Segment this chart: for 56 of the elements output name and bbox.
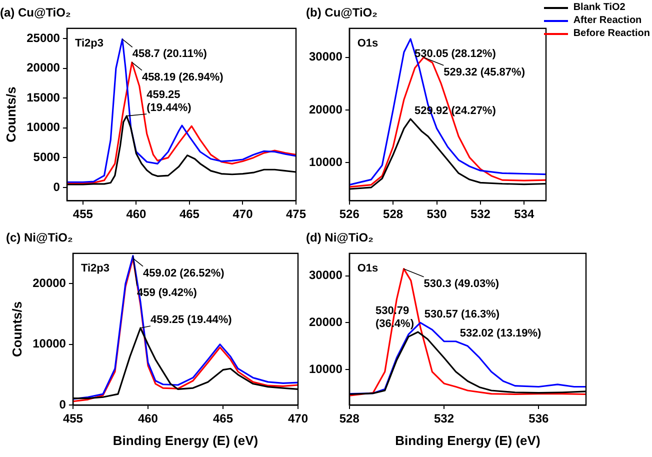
chart-title: (b) Cu@TiO₂: [306, 6, 378, 20]
y-tick-label: 5000: [33, 150, 60, 164]
x-tick-label: 530: [426, 207, 448, 222]
x-tick-label: 534: [514, 207, 534, 222]
x-axis-title: Binding Energy (E) (eV): [112, 432, 258, 448]
x-tick-label: 460: [138, 412, 158, 426]
y-tick-label: 20000: [32, 276, 66, 290]
annotation: 459.02 (26.52%): [142, 267, 225, 280]
x-tick-label: 455: [72, 207, 94, 222]
y-tick-label: 10000: [308, 362, 343, 376]
y-tick-label: 10000: [32, 336, 66, 351]
y-tick-label: 20000: [308, 314, 343, 329]
x-tick-label: 528: [383, 207, 404, 222]
annotation: 530.57 (16.3%): [424, 308, 500, 321]
chart-title: (d) Ni@TiO₂: [306, 230, 374, 245]
x-tick-label: 532: [470, 207, 491, 222]
x-tick-label: 455: [62, 412, 84, 426]
x-axis-title: Binding Energy (E) (eV): [395, 432, 540, 448]
x-tick-label: 536: [528, 412, 550, 426]
chart-title: (c) Ni@TiO₂: [6, 230, 73, 245]
annotation: 458.19 (26.94%): [142, 71, 224, 84]
annotation: 530.3 (49.03%): [424, 278, 500, 290]
annotation: 459.25 (19.44%): [150, 314, 232, 326]
y-tick-label: 20000: [26, 60, 60, 75]
x-tick-label: 475: [286, 207, 306, 222]
chart-title: (a) Cu@TiO₂: [0, 6, 71, 20]
annotation: 459.25 (19.44%): [146, 88, 192, 114]
y-tick-label: 0: [53, 180, 60, 194]
y-tick-label: 10000: [26, 120, 60, 134]
y-axis-title: Counts/s: [3, 86, 18, 142]
y-tick-label: 20000: [308, 102, 343, 116]
x-tick-label: 528: [339, 412, 360, 426]
x-tick-label: 532: [434, 412, 454, 426]
y-axis-title: Counts/s: [9, 301, 24, 358]
legend-label: Before Reaction: [573, 28, 650, 40]
x-tick-label: 470: [232, 207, 254, 222]
annotation: O1s: [357, 37, 378, 50]
y-tick-label: 30000: [308, 50, 343, 64]
x-tick-label: 460: [126, 207, 147, 222]
legend-label: After Reaction: [573, 15, 642, 27]
annotation: 458.7 (20.11%): [132, 48, 208, 60]
x-tick-label: 465: [212, 412, 234, 426]
annotation: Ti2p3: [74, 37, 104, 50]
y-tick-label: 25000: [26, 30, 60, 45]
y-tick-label: 30000: [308, 268, 343, 282]
y-tick-label: 15000: [26, 90, 60, 104]
y-tick-label: 10000: [308, 154, 343, 169]
x-tick-label: 526: [339, 207, 360, 222]
annotation: 532.02 (13.19%): [460, 327, 542, 340]
y-tick-label: 0: [59, 397, 66, 412]
legend-label: Blank TiO2: [573, 2, 626, 14]
annotation: Ti2p3: [80, 262, 110, 274]
annotation: 529.32 (45.87%): [444, 66, 526, 78]
x-tick-label: 465: [179, 207, 200, 222]
x-tick-label: 470: [288, 412, 308, 426]
annotation: O1s: [357, 262, 378, 274]
